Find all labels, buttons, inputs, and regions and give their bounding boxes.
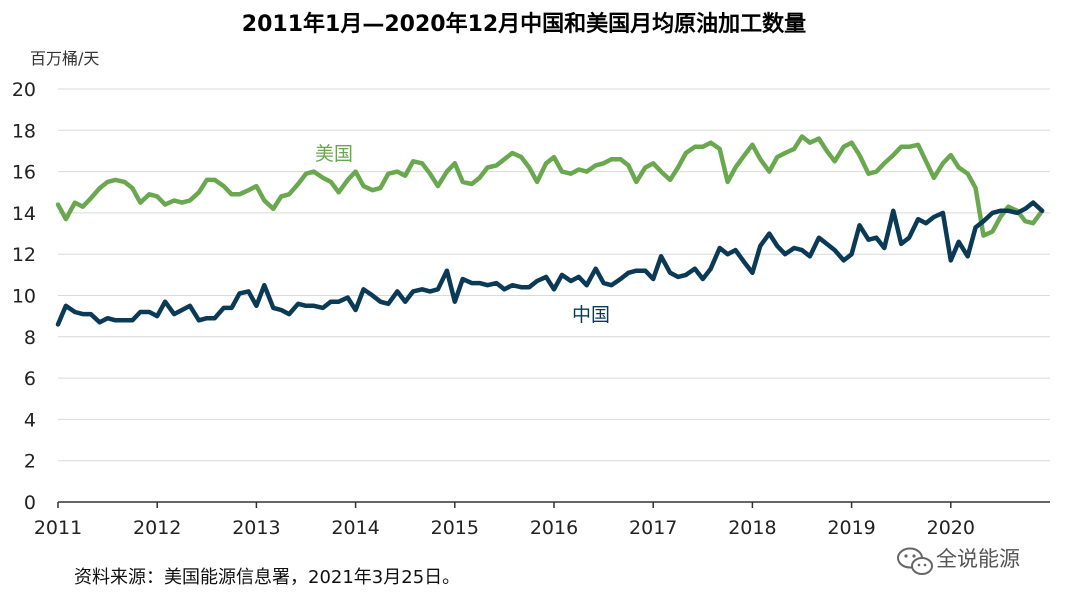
wechat-icon [897,547,933,575]
x-tick-labels: 2011 2012 2013 2014 2015 2016 2017 2018 2019 2020 [34,502,975,539]
y-tick-label: 4 [24,409,36,431]
x-tick-label: 2016 [530,517,578,539]
x-tick-label: 2012 [133,517,181,539]
y-axis-unit: 百万桶/天 [30,49,99,68]
x-tick-label: 2013 [232,517,280,539]
y-tick-label: 12 [12,244,36,266]
y-tick-label: 0 [24,492,36,514]
x-tick-label: 2017 [629,517,677,539]
y-tick-label: 10 [12,286,36,308]
y-tick-label: 6 [24,368,36,390]
watermark: 全说能源 [897,547,1020,575]
y-tick-label: 20 [12,79,36,101]
series-line-us [55,134,1045,238]
x-tick-label: 2018 [728,517,776,539]
y-tick-label: 2 [24,451,36,473]
series-line-china [55,200,1045,327]
chart-title: 2011年1月—2020年12月中国和美国月均原油加工数量 [242,11,806,37]
x-tick-label: 2015 [431,517,479,539]
x-tick-label: 2019 [827,517,875,539]
y-tick-labels: 0 2 4 6 8 10 12 14 16 18 20 [12,79,36,514]
series-lines [55,134,1045,327]
y-tick-label: 14 [12,203,36,225]
series-label-china: 中国 [572,304,610,326]
y-tick-label: 18 [12,120,36,142]
grid-lines [58,88,1050,462]
y-tick-label: 16 [12,162,36,184]
source-note: 资料来源：美国能源信息署，2021年3月25日。 [74,567,460,588]
x-tick-label: 2014 [331,517,379,539]
x-tick-label: 2020 [927,517,975,539]
y-tick-label: 8 [24,327,36,349]
watermark-text: 全说能源 [936,547,1020,571]
series-label-us: 美国 [315,143,353,165]
x-tick-label: 2011 [34,517,82,539]
